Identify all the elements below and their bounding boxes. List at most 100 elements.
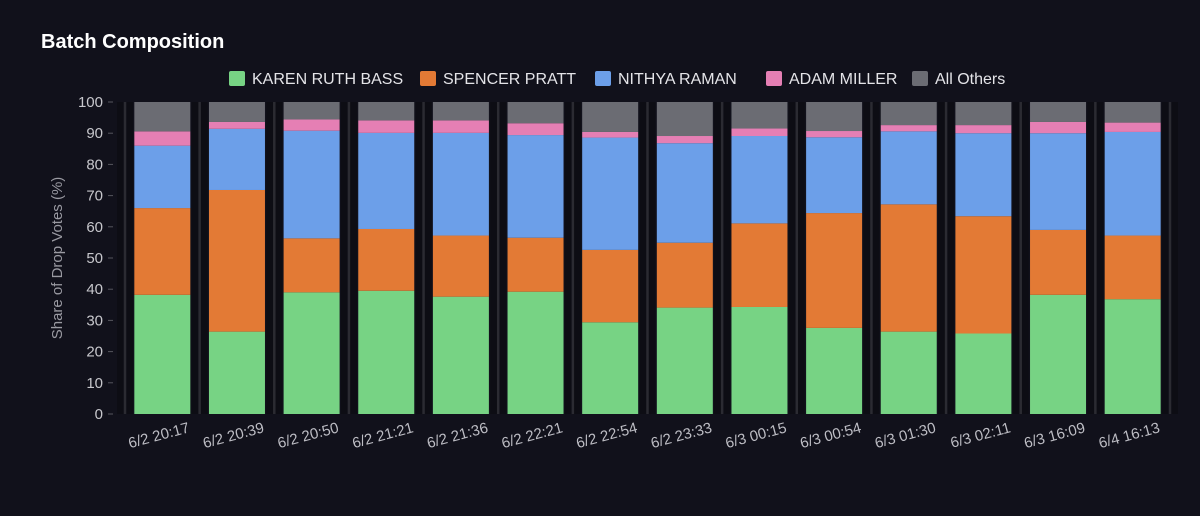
- y-tick-label: 10: [86, 375, 103, 392]
- legend-swatch: [595, 71, 611, 86]
- y-tick-label: 0: [95, 406, 103, 423]
- bar-segment-adam-miller: [1104, 122, 1161, 132]
- bar-stack-3: [283, 102, 340, 414]
- bar-segment-nithya-raman: [731, 136, 788, 224]
- y-tick-label: 90: [86, 125, 103, 142]
- bar-segment-karen-ruth-bass: [283, 292, 340, 414]
- bar-stack-11: [880, 102, 937, 414]
- bar-segment-nithya-raman: [806, 137, 863, 214]
- bar-stack-2: [208, 102, 265, 414]
- y-tick-label: 30: [86, 312, 103, 329]
- bar-segment-karen-ruth-bass: [1030, 294, 1087, 414]
- y-tick-label: 70: [86, 188, 103, 205]
- chart-title: Batch Composition: [41, 31, 225, 53]
- bar-segment-all-others: [731, 102, 788, 129]
- bar-segment-all-others: [358, 102, 415, 121]
- bar-segment-karen-ruth-bass: [432, 296, 489, 414]
- bar-segment-spencer-pratt: [656, 242, 713, 308]
- x-tick-label: 6/2 22:21: [500, 419, 565, 452]
- legend-swatch: [912, 71, 928, 86]
- legend-item-karen-ruth-bass: KAREN RUTH BASS: [229, 71, 403, 88]
- bar-segment-nithya-raman: [582, 137, 639, 250]
- bar-segment-karen-ruth-bass: [1104, 299, 1161, 414]
- bar-segment-karen-ruth-bass: [582, 322, 639, 414]
- bar-gap-line: [198, 102, 201, 414]
- y-tick-label: 100: [78, 94, 103, 111]
- bar-stack-8: [656, 102, 713, 414]
- bar-gap-line: [496, 102, 500, 414]
- bar-gap-line: [1019, 102, 1022, 414]
- bar-stack-5: [432, 102, 489, 414]
- bar-segment-nithya-raman: [134, 145, 191, 209]
- y-tick-label: 20: [86, 344, 103, 361]
- bar-segment-karen-ruth-bass: [656, 307, 713, 414]
- bar-stack-14: [1104, 102, 1161, 414]
- bar-segment-all-others: [432, 102, 489, 121]
- y-tick-label: 40: [86, 281, 103, 298]
- bar-segment-karen-ruth-bass: [134, 294, 191, 414]
- bar-segment-all-others: [283, 102, 340, 120]
- bar-gap-line: [870, 102, 873, 414]
- legend-item-nithya-raman: NITHYA RAMAN: [595, 71, 737, 88]
- x-tick-label: 6/3 00:15: [724, 419, 789, 452]
- bar-stack-9: [731, 102, 788, 414]
- bar-segment-spencer-pratt: [208, 189, 265, 332]
- x-tick-label: 6/3 00:54: [798, 419, 863, 452]
- x-tick-label: 6/3 16:09: [1022, 419, 1087, 452]
- y-tick-label: 80: [86, 156, 103, 173]
- bar-segment-adam-miller: [955, 125, 1012, 134]
- x-tick-label: 6/2 23:33: [649, 419, 714, 452]
- y-axis: 0 10 20 30 40 50 60 70 80 90 100 Share of Drop Vote…: [49, 94, 113, 423]
- bar-segment-spencer-pratt: [582, 249, 639, 323]
- y-tick-label: 50: [86, 250, 103, 267]
- bar-segment-adam-miller: [507, 123, 564, 136]
- bar-segment-all-others: [582, 102, 639, 132]
- bar-stack-6: [507, 102, 564, 414]
- bar-segment-nithya-raman: [358, 132, 415, 229]
- legend-label: ADAM MILLER: [789, 71, 897, 88]
- bar-stack-1: [134, 102, 191, 414]
- bar-segment-spencer-pratt: [134, 208, 191, 295]
- bar-segment-karen-ruth-bass: [880, 331, 937, 414]
- y-tick-label: 60: [86, 219, 103, 236]
- bar-segment-adam-miller: [656, 136, 713, 144]
- bar-segment-spencer-pratt: [806, 213, 863, 328]
- x-tick-label: 6/2 21:36: [425, 419, 490, 452]
- bar-segment-all-others: [134, 102, 191, 132]
- bar-stack-12: [955, 102, 1012, 414]
- legend-label: SPENCER PRATT: [443, 71, 576, 88]
- bar-segment-spencer-pratt: [1104, 235, 1161, 300]
- bar-segment-adam-miller: [880, 125, 937, 132]
- bar-segment-karen-ruth-bass: [955, 333, 1012, 414]
- legend-label: NITHYA RAMAN: [618, 71, 737, 88]
- bar-stack-7: [582, 102, 639, 414]
- bar-gap-line: [646, 102, 649, 414]
- bar-segment-all-others: [955, 102, 1012, 126]
- bar-gap-line: [273, 102, 276, 414]
- bar-segment-nithya-raman: [880, 131, 937, 205]
- bar-gap-line: [720, 102, 724, 414]
- x-tick-label: 6/3 02:11: [949, 419, 1013, 451]
- x-tick-label: 6/2 21:21: [350, 419, 415, 452]
- bar-gap-line: [347, 102, 351, 414]
- bar-stack-4: [358, 102, 415, 414]
- bar-segment-spencer-pratt: [432, 235, 489, 297]
- bar-segment-karen-ruth-bass: [358, 290, 415, 414]
- bar-segment-all-others: [806, 102, 863, 132]
- bar-gap-line: [795, 102, 799, 414]
- bar-segment-karen-ruth-bass: [507, 291, 564, 414]
- bar-segment-nithya-raman: [656, 143, 713, 243]
- bar-segment-spencer-pratt: [731, 223, 788, 307]
- bar-segment-nithya-raman: [955, 133, 1012, 217]
- x-axis: 6/2 20:17 6/2 20:39 6/2 20:50 6/2 21:21 6/2 …: [127, 419, 1162, 452]
- bar-segment-all-others: [656, 102, 713, 137]
- legend-item-spencer-pratt: SPENCER PRATT: [420, 71, 576, 88]
- bar-segment-nithya-raman: [1104, 131, 1161, 236]
- bar-segment-adam-miller: [806, 131, 863, 138]
- bar-gap-line: [571, 102, 575, 414]
- bar-segment-adam-miller: [208, 121, 265, 129]
- legend-swatch: [229, 71, 245, 86]
- bar-segment-all-others: [208, 102, 265, 122]
- bar-segment-spencer-pratt: [880, 204, 937, 332]
